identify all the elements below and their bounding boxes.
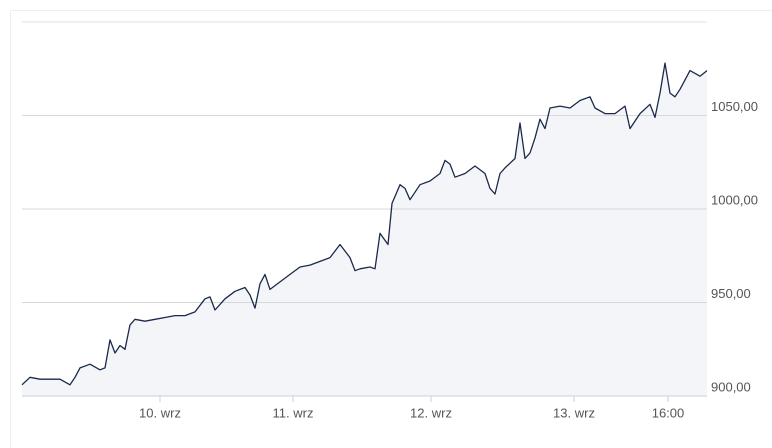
y-tick-label: 1000,00 xyxy=(711,192,758,207)
x-tick-label: 16:00 xyxy=(652,405,685,420)
x-tick-label: 12. wrz xyxy=(410,405,452,420)
x-tick-label: 10. wrz xyxy=(139,405,181,420)
x-tick-label: 11. wrz xyxy=(273,405,314,420)
x-tick-label: 13. wrz xyxy=(553,405,595,420)
y-tick-label: 950,00 xyxy=(711,286,751,301)
price-line xyxy=(21,62,708,386)
y-tick-label: 900,00 xyxy=(711,379,751,394)
y-tick-label: 1050,00 xyxy=(711,99,758,114)
